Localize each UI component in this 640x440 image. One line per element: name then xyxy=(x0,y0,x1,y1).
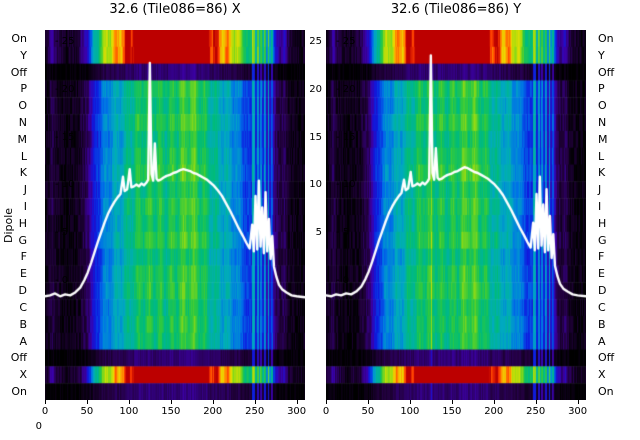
dipole-label: Y xyxy=(20,48,27,62)
dipole-label: L xyxy=(598,149,605,163)
x-tick-mark xyxy=(409,400,411,404)
dipole-label: P xyxy=(20,82,27,96)
dipole-label: Off xyxy=(598,351,615,365)
dipole-label: Off xyxy=(10,351,27,365)
x-tick-label: 0 xyxy=(322,406,330,417)
dipole-label: N xyxy=(598,115,607,129)
dipole-labels-right: On Y Off P O N M L K J I H G F E D C B A Off X On xyxy=(598,30,638,400)
dipole-label: On xyxy=(598,31,614,45)
y-tick-label: 10 xyxy=(309,179,322,191)
dipole-label: J xyxy=(23,183,27,197)
x-tick-label: 250 xyxy=(526,406,546,417)
right-panel-title: 32.6 (Tile086=86) Y xyxy=(390,2,522,17)
x-tick-mark xyxy=(493,400,495,404)
x-tick-label: 250 xyxy=(245,406,265,417)
dipole-label: A xyxy=(19,334,27,348)
x-tick-label: 150 xyxy=(161,406,181,417)
dipole-label: N xyxy=(18,115,27,129)
x-tick-mark xyxy=(296,400,298,404)
dipole-label: Y xyxy=(598,48,605,62)
y-tick-label: 5 xyxy=(315,227,322,239)
x-tick-label: 300 xyxy=(287,406,307,417)
dipole-label: A xyxy=(598,334,606,348)
x-tick-mark xyxy=(326,400,327,404)
dipole-labels-left: On Y Off P O N M L K J I H G F E D C B A Off X On xyxy=(0,30,30,400)
x-tick-label: 200 xyxy=(203,406,223,417)
dipole-label: X xyxy=(19,368,27,382)
dipole-label: G xyxy=(598,233,607,247)
dipole-label: D xyxy=(598,284,607,298)
x-tick-mark xyxy=(170,400,172,404)
x-tick-label: 0 xyxy=(41,406,49,417)
dipole-label: C xyxy=(598,300,606,314)
dipole-label: F xyxy=(20,250,27,264)
dipole-label: D xyxy=(18,284,27,298)
dipole-label: On xyxy=(598,384,614,398)
x-tick-mark xyxy=(535,400,537,404)
x-tick-label: 200 xyxy=(484,406,504,417)
left-panel-title: 32.6 (Tile086=86) X xyxy=(109,2,241,17)
x-tick-mark xyxy=(86,400,88,404)
x-tick-mark xyxy=(254,400,256,404)
y-tick-label: 15 xyxy=(309,131,322,143)
dipole-label: On xyxy=(11,384,27,398)
x-tick-label: 300 xyxy=(568,406,588,417)
x-tick-mark xyxy=(367,400,369,404)
dipole-label: P xyxy=(598,82,605,96)
dipole-label: H xyxy=(18,216,27,230)
dipole-label: X xyxy=(598,368,606,382)
dipole-label: C xyxy=(19,300,27,314)
x-tick-mark xyxy=(577,400,579,404)
dipole-label: I xyxy=(598,200,602,214)
dipole-label: M xyxy=(17,132,28,146)
dipole-label: Off xyxy=(10,65,27,79)
dipole-label: B xyxy=(19,317,27,331)
dipole-label: E xyxy=(20,267,27,281)
dipole-label: On xyxy=(11,31,27,45)
dipole-label: J xyxy=(598,183,602,197)
dipole-label: L xyxy=(20,149,27,163)
x-tick-label: 100 xyxy=(400,406,420,417)
heatmap-left xyxy=(45,30,305,400)
x-tick-label: 50 xyxy=(80,406,94,417)
dipole-label: O xyxy=(18,99,27,113)
x-tick-mark xyxy=(128,400,130,404)
dipole-label: H xyxy=(598,216,607,230)
dipole-label: M xyxy=(598,132,608,146)
dipole-label: B xyxy=(598,317,606,331)
dipole-label: I xyxy=(23,200,27,214)
dipole-label: F xyxy=(598,250,605,264)
x-tick-mark xyxy=(45,400,46,404)
x-tick-label: 50 xyxy=(361,406,375,417)
x-tick-label: 100 xyxy=(119,406,139,417)
ytick-labels-between: 25 20 15 10 5 xyxy=(300,30,322,400)
y-tick-label: 20 xyxy=(309,83,322,95)
heatmap-right xyxy=(326,30,586,400)
dipole-label: G xyxy=(18,233,27,247)
dipole-label: O xyxy=(598,99,607,113)
dipole-label: K xyxy=(598,166,606,180)
y-tick-label: 25 xyxy=(309,36,322,47)
x-tick-mark xyxy=(451,400,453,404)
x-tick-label: 150 xyxy=(442,406,462,417)
dipole-label: K xyxy=(19,166,27,180)
dipole-label: Off xyxy=(598,65,615,79)
corner-label: 0 xyxy=(35,421,42,432)
dipole-label: E xyxy=(598,267,605,281)
x-tick-mark xyxy=(212,400,214,404)
